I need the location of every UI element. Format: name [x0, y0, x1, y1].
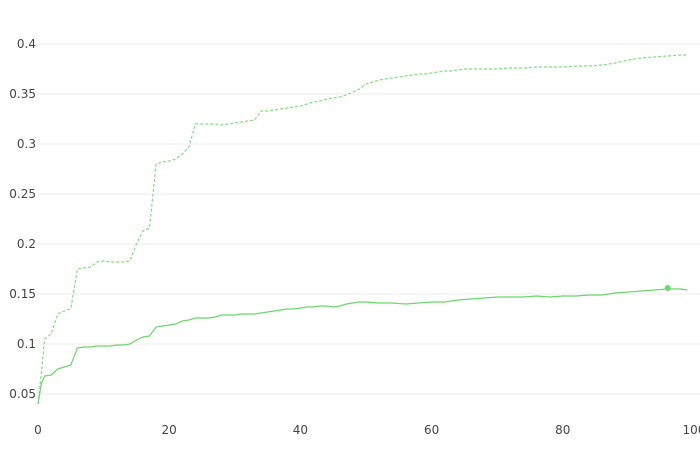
x-axis: 0 20 40 60 80 100 — [34, 423, 700, 437]
y-tick-label: 0.15 — [9, 287, 36, 301]
x-tick-label: 80 — [555, 423, 570, 437]
y-tick-label: 0.05 — [9, 387, 36, 401]
plot-area — [37, 54, 688, 405]
dashed-series-line — [37, 54, 688, 405]
y-tick-label: 0.4 — [17, 37, 36, 51]
x-tick-label: 60 — [424, 423, 439, 437]
y-tick-label: 0.2 — [17, 237, 36, 251]
x-tick-label: 0 — [34, 423, 42, 437]
series-point-marker — [664, 285, 671, 291]
y-tick-label: 0.3 — [17, 137, 36, 151]
x-tick-label: 40 — [293, 423, 308, 437]
y-tick-label: 0.1 — [17, 337, 36, 351]
y-tick-label: 0.35 — [9, 87, 36, 101]
x-tick-label: 100 — [683, 423, 700, 437]
solid-series-line — [37, 288, 688, 405]
x-tick-label: 20 — [162, 423, 177, 437]
y-tick-label: 0.25 — [9, 187, 36, 201]
y-axis: 0.05 0.1 0.15 0.2 0.25 0.3 0.35 0.4 — [9, 37, 36, 401]
grid-lines — [38, 43, 700, 395]
